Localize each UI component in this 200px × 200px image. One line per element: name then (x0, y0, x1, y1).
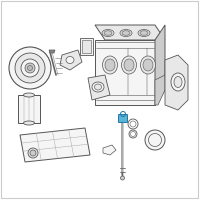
Ellipse shape (66, 56, 74, 64)
Polygon shape (95, 25, 165, 40)
Ellipse shape (24, 93, 35, 97)
Ellipse shape (143, 59, 153, 71)
Circle shape (9, 47, 51, 89)
Ellipse shape (102, 56, 118, 74)
Ellipse shape (95, 84, 102, 90)
Ellipse shape (124, 59, 134, 71)
FancyBboxPatch shape (118, 114, 128, 122)
Ellipse shape (122, 56, 136, 74)
Circle shape (15, 53, 45, 83)
Ellipse shape (120, 29, 132, 36)
Circle shape (25, 63, 35, 73)
Circle shape (21, 59, 39, 77)
Polygon shape (60, 50, 82, 70)
Ellipse shape (24, 121, 35, 125)
Circle shape (30, 150, 36, 156)
Circle shape (120, 176, 124, 180)
Polygon shape (49, 50, 55, 53)
Polygon shape (155, 75, 165, 105)
Circle shape (145, 130, 165, 150)
Ellipse shape (105, 59, 115, 71)
Polygon shape (82, 40, 91, 53)
Ellipse shape (174, 76, 182, 88)
Polygon shape (20, 128, 90, 162)
Ellipse shape (171, 73, 185, 91)
Polygon shape (18, 95, 40, 123)
Ellipse shape (102, 29, 114, 36)
Ellipse shape (122, 31, 130, 35)
Polygon shape (155, 25, 165, 105)
Polygon shape (88, 75, 110, 100)
Ellipse shape (104, 31, 112, 35)
Ellipse shape (138, 29, 150, 36)
Polygon shape (95, 40, 155, 105)
Ellipse shape (140, 56, 156, 74)
Polygon shape (165, 55, 188, 110)
Circle shape (28, 148, 38, 158)
Ellipse shape (140, 31, 148, 35)
Ellipse shape (92, 82, 104, 92)
Polygon shape (103, 145, 116, 155)
Circle shape (28, 66, 32, 71)
Polygon shape (80, 38, 93, 55)
